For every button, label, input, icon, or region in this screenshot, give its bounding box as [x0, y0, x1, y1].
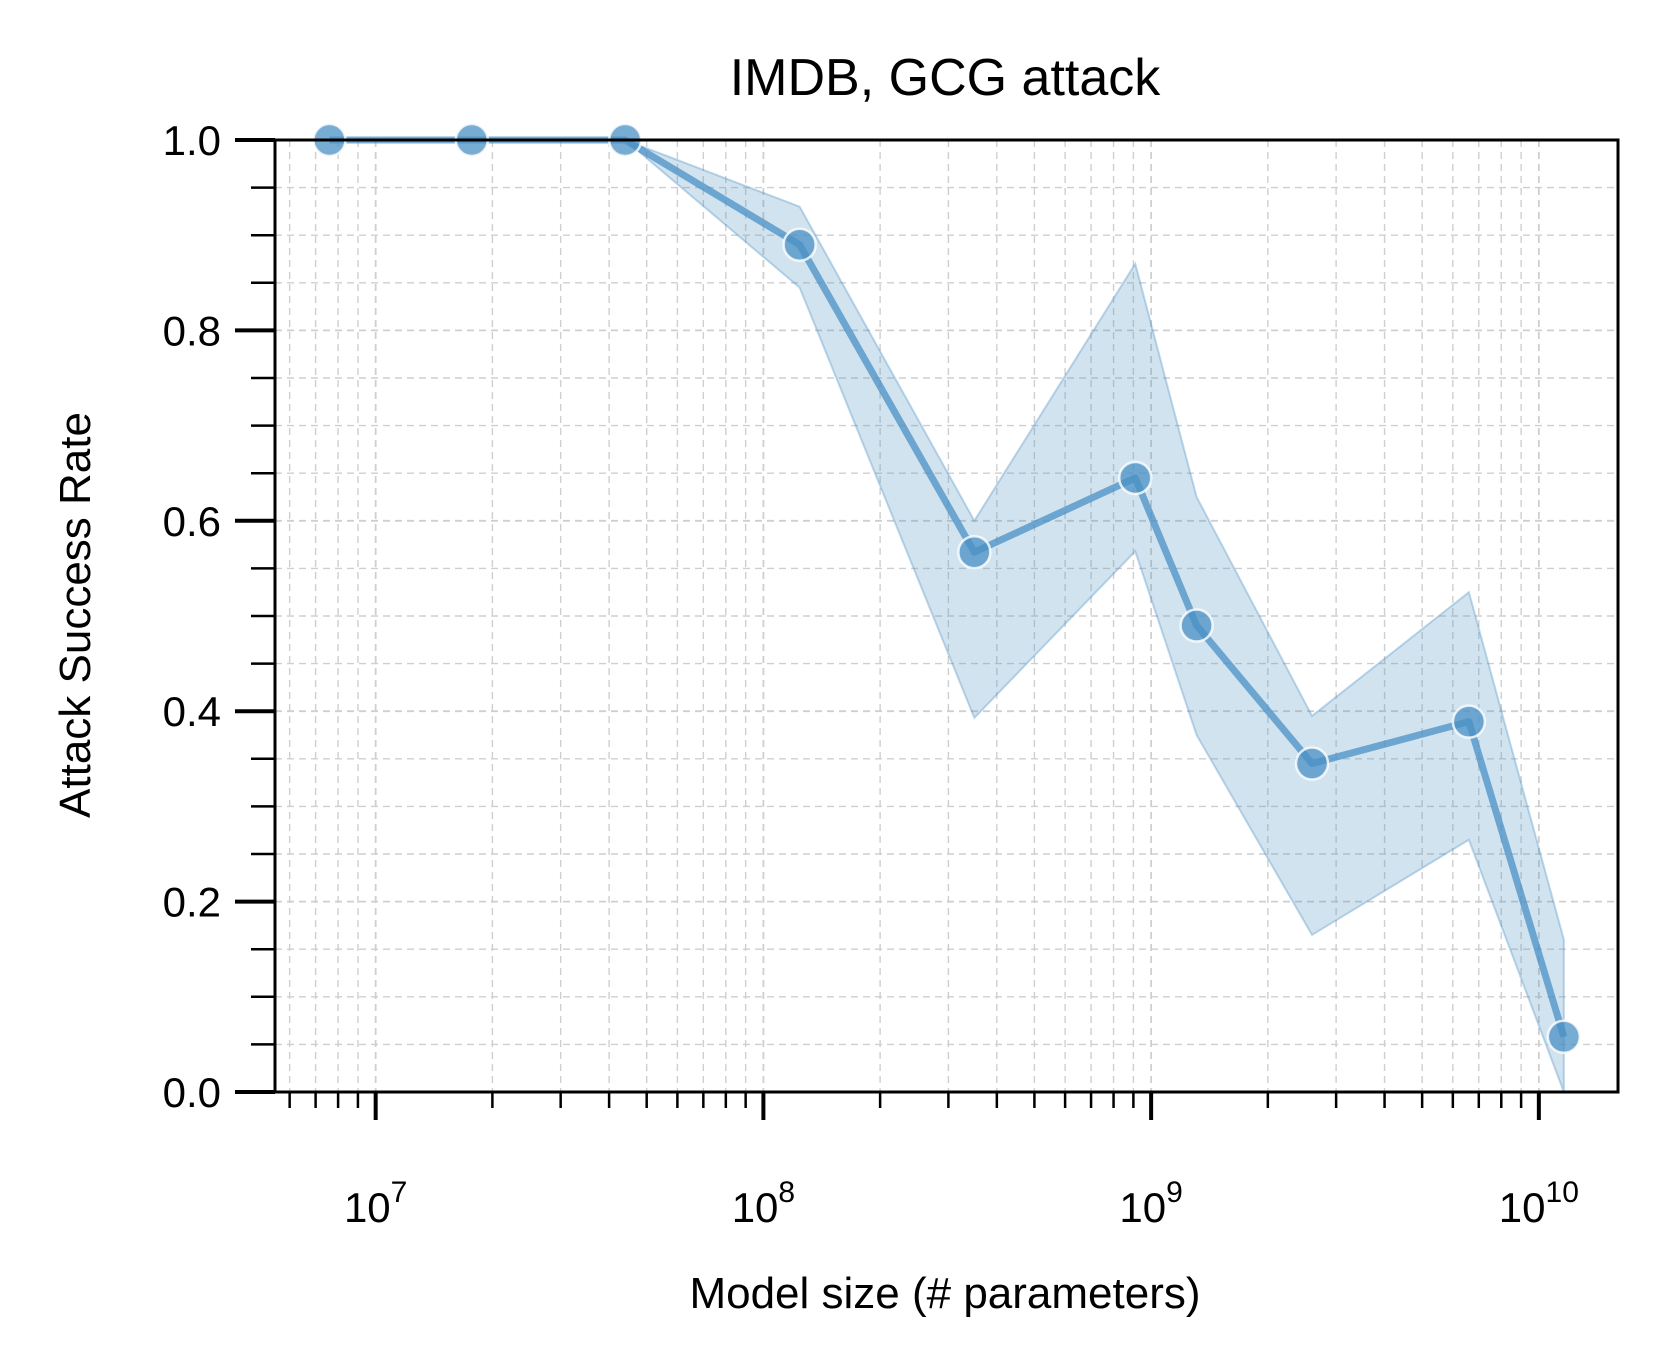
x-tick-label: 108 — [732, 1176, 795, 1231]
x-tick-label: 1010 — [1499, 1176, 1579, 1231]
data-point — [957, 534, 992, 570]
data-point — [1451, 704, 1487, 739]
y-tick-label: 0.2 — [163, 879, 221, 926]
data-point — [1546, 1019, 1582, 1055]
confidence-band-layer — [329, 139, 1565, 1093]
y-tick-label: 0.8 — [163, 307, 221, 354]
confidence-band — [329, 139, 1565, 1093]
y-tick-label: 0.0 — [163, 1069, 221, 1116]
y-tick-label: 0.4 — [163, 688, 221, 735]
grid-minor — [275, 140, 1618, 1092]
y-axis-label: Attack Success Rate — [51, 412, 100, 818]
x-axis-ticks: 107 108 109 1010 — [288, 1092, 1579, 1231]
chart-title: IMDB, GCG attack — [730, 49, 1162, 107]
y-axis-ticks: 0.0 0.2 0.4 0.6 0.8 1.0 — [163, 117, 275, 1116]
grid-major — [275, 140, 1618, 1092]
data-point — [1179, 608, 1214, 643]
x-axis-label: Model size (# parameters) — [689, 1269, 1200, 1318]
data-point — [782, 227, 817, 262]
data-point — [1294, 746, 1330, 781]
y-tick-label: 1.0 — [163, 117, 221, 164]
x-tick-label: 109 — [1119, 1176, 1182, 1231]
x-tick-label: 107 — [344, 1176, 407, 1231]
data-point — [1117, 460, 1153, 496]
y-tick-label: 0.6 — [163, 498, 221, 545]
